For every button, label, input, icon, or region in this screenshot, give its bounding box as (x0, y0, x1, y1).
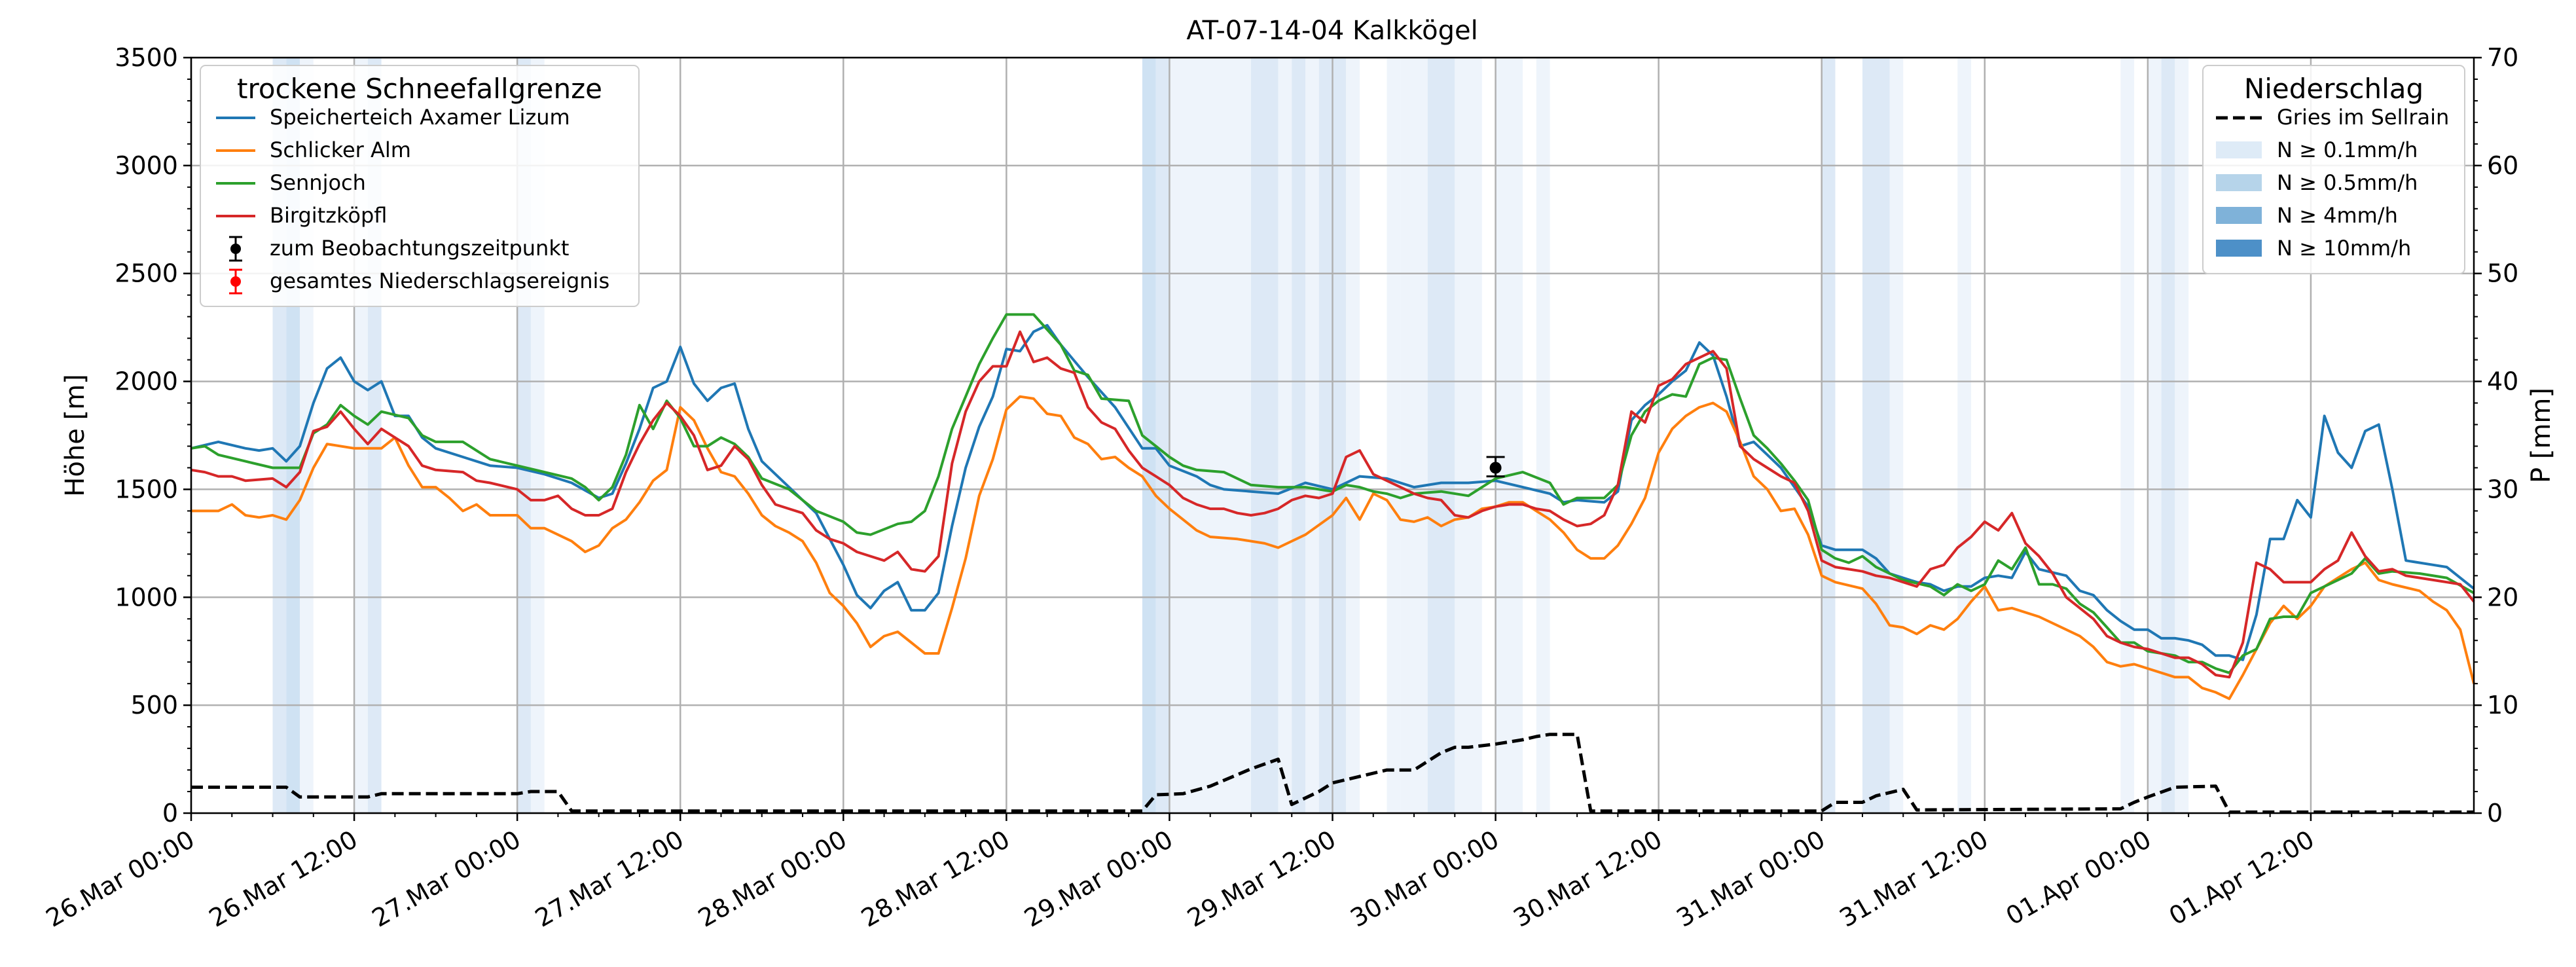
precip-band (1142, 58, 1156, 813)
precip-band (1155, 58, 1170, 813)
series-line-sennjoch (190, 313, 2475, 674)
y-tick-label-left: 0 (162, 799, 178, 828)
legend-right-box (2202, 65, 2465, 274)
precip-band (1400, 58, 1428, 813)
y-tick-label-right: 0 (2487, 799, 2503, 828)
legend-left-label: Birgitzköpfl (270, 203, 387, 228)
x-tick-label: 26.Mar 00:00 (41, 825, 200, 933)
y-tick-label-left: 3000 (115, 151, 178, 180)
y-tick-label-right: 30 (2487, 475, 2518, 503)
y-tick-label-left: 500 (130, 691, 178, 720)
precip-band (1536, 58, 1550, 813)
x-tick-label: 31.Mar 12:00 (1835, 825, 1993, 933)
chart-title: AT-07-14-04 Kalkkögel (1186, 16, 1478, 46)
y-tick-label-right: 40 (2487, 367, 2518, 396)
series-line-speicherteich-axamer-lizum (190, 323, 2475, 661)
precip-band (1455, 58, 1482, 813)
legend-left-box (200, 65, 640, 307)
legend-right: Niederschlag Gries im Sellrain N ≥ 0.1mm/… (2202, 65, 2465, 274)
precip-band (1862, 58, 1890, 813)
legend-right-entries: Gries im Sellrain N ≥ 0.1mm/h N ≥ 0.5mm/h N… (2216, 105, 2449, 261)
legend-left-label: Schlicker Alm (270, 137, 411, 162)
x-tick-label: 01.Apr 00:00 (2001, 825, 2156, 931)
precip-band (1196, 58, 1251, 813)
legend-right-label: N ≥ 4mm/h (2277, 203, 2398, 228)
y-tick-label-right: 60 (2487, 151, 2518, 180)
legend-left-title: trockene Schneefallgrenze (237, 73, 602, 105)
x-tick-label: 31.Mar 00:00 (1671, 825, 1830, 933)
x-tick-label: 28.Mar 00:00 (693, 825, 852, 933)
y-tick-label-left: 1500 (115, 475, 178, 503)
y-axis-title-right: P [mm] (2526, 388, 2556, 483)
x-tick-label: 28.Mar 12:00 (856, 825, 1015, 933)
legend-left-label: Speicherteich Axamer Lizum (270, 105, 570, 130)
legend-left-entries: Speicherteich Axamer Lizum Schlicker Alm S… (216, 105, 609, 295)
precip-band (1250, 58, 1279, 813)
legend-left-swatch-marker (230, 276, 241, 287)
legend-right-label: N ≥ 10mm/h (2277, 236, 2411, 261)
y-tick-label-left: 1000 (115, 583, 178, 611)
precip-band (1957, 58, 1972, 813)
precip-band (1346, 58, 1360, 813)
legend-right-title: Niederschlag (2244, 73, 2423, 105)
precip-band (1305, 58, 1319, 813)
precip-band (1387, 58, 1401, 813)
x-tick-label: 27.Mar 12:00 (530, 825, 689, 933)
precip-band (2175, 58, 2189, 813)
precip-band (1292, 58, 1305, 813)
legend-left: trockene Schneefallgrenze Speicherteich … (200, 65, 640, 307)
y-tick-label-left: 3500 (115, 43, 178, 72)
series-line-schlicker-alm (191, 395, 2475, 701)
precip-band (2120, 58, 2135, 813)
legend-right-swatch-patch (2216, 207, 2262, 224)
x-tick-label: 01.Apr 12:00 (2164, 825, 2319, 931)
precip-band (1495, 58, 1523, 813)
y-tick-label-left: 2500 (115, 259, 178, 288)
legend-right-swatch-patch (2216, 240, 2262, 257)
y-tick-label-left: 2000 (115, 367, 178, 396)
x-tick-label: 29.Mar 00:00 (1019, 825, 1178, 933)
observation-marker-group (1486, 456, 1505, 478)
legend-right-swatch-patch (2216, 174, 2262, 191)
precip-band (1821, 58, 1836, 813)
x-tick-label: 30.Mar 12:00 (1508, 825, 1667, 933)
precip-band (1278, 58, 1292, 813)
x-tick-label: 27.Mar 00:00 (367, 825, 526, 933)
y-tick-label-right: 10 (2487, 691, 2518, 720)
observation-marker (1489, 462, 1502, 474)
precip-band (2161, 58, 2175, 813)
legend-left-swatch-marker (230, 244, 241, 254)
y-tick-label-right: 70 (2487, 43, 2518, 72)
x-tick-label: 30.Mar 00:00 (1345, 825, 1504, 933)
series-line-gries-im-sellrain (191, 733, 2474, 814)
series-lines (190, 313, 2475, 814)
legend-right-swatch-patch (2216, 141, 2262, 158)
x-tick-label: 26.Mar 12:00 (204, 825, 363, 933)
series-line-birgitzk-pfl (190, 330, 2475, 679)
precip-band (1427, 58, 1455, 813)
y-axis-title-left: Höhe [m] (60, 374, 90, 496)
legend-left-label: Sennjoch (270, 170, 366, 195)
precip-band (1889, 58, 1904, 813)
precip-band (1169, 58, 1197, 813)
legend-right-label: N ≥ 0.1mm/h (2277, 137, 2418, 162)
y-tick-label-right: 50 (2487, 259, 2518, 288)
precip-band (2147, 58, 2162, 813)
legend-right-label: Gries im Sellrain (2277, 105, 2449, 130)
y-tick-label-right: 20 (2487, 583, 2518, 611)
legend-left-label: zum Beobachtungszeitpunkt (270, 236, 569, 261)
x-tick-label: 29.Mar 12:00 (1182, 825, 1341, 933)
legend-right-label: N ≥ 0.5mm/h (2277, 170, 2418, 195)
legend-left-label: gesamtes Niederschlagsereignis (270, 268, 609, 293)
